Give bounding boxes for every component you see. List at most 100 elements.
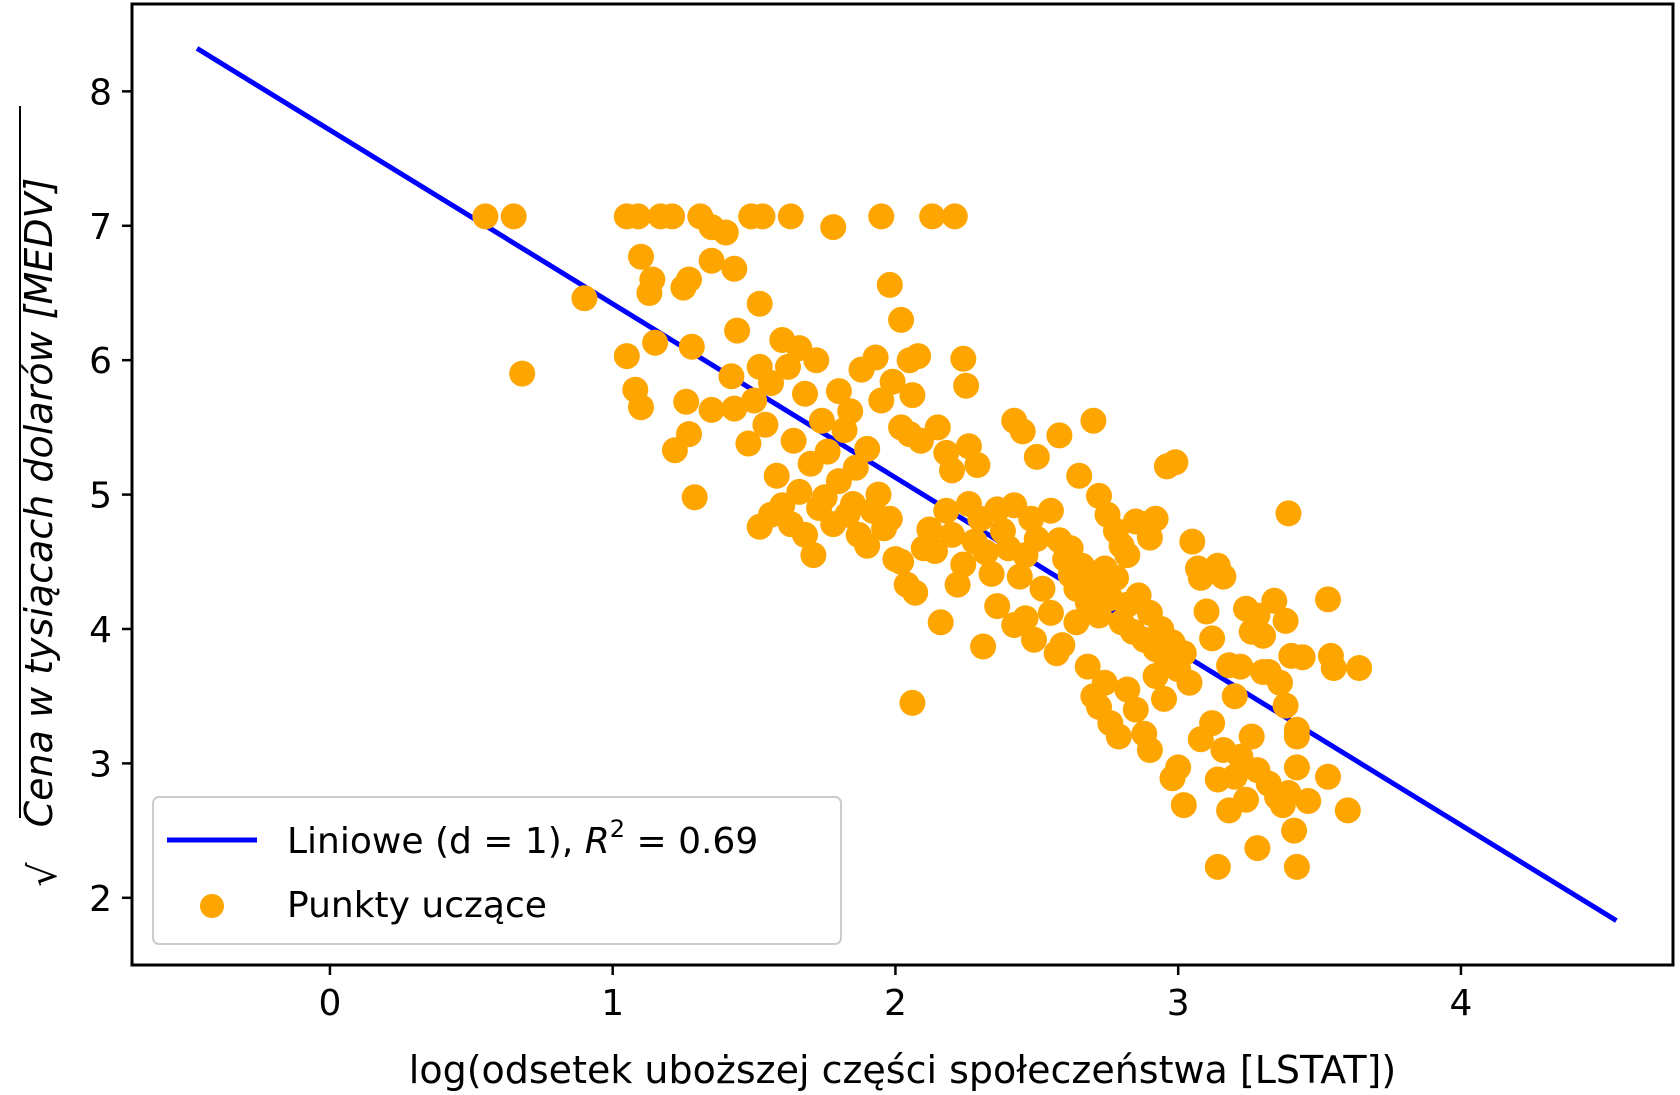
legend: Liniowe (d = 1), R2 = 0.69 Punkty uczące [152,796,842,945]
data-point [1122,696,1149,723]
data-point [628,394,654,421]
data-point [625,203,652,230]
data-point [1114,676,1141,703]
legend-r2-value: = 0.69 [625,821,758,862]
data-point [758,370,784,396]
data-point [741,387,768,414]
data-point [1238,723,1265,750]
data-point [678,333,705,360]
data-point [1272,607,1299,634]
data-point [944,571,971,598]
data-point [1283,723,1310,750]
axes-frame [130,2,1675,967]
data-point [718,363,745,390]
data-point [1176,669,1203,696]
data-point [628,243,654,270]
data-point [950,551,977,578]
data-point [673,388,700,415]
data-point [922,538,948,564]
y-tick-label: 8 [89,72,112,113]
data-point [1315,763,1341,790]
y-tick-label: 6 [89,341,112,382]
data-point [571,285,598,312]
data-point [1049,632,1076,659]
x-axis-title: log(odsetek uboższej części społeczeństw… [409,1048,1396,1092]
data-point [698,247,725,274]
data-point [721,255,748,282]
data-point [820,214,847,241]
data-point [876,271,903,298]
training-points-series [472,203,1373,880]
y-axis: 2 3 4 5 6 7 8 [89,72,132,920]
data-point [868,203,895,230]
data-point [1063,609,1090,636]
data-point [840,491,866,517]
data-point [698,396,725,423]
data-point [1250,659,1276,685]
data-point [1199,710,1226,737]
legend-r2-symbol: R [585,821,610,862]
data-point [803,347,830,374]
data-point [1244,602,1271,629]
data-point [613,343,640,370]
data-point [888,548,915,575]
data-point [972,539,999,566]
data-point [1165,754,1192,781]
data-point [814,438,841,465]
data-point [786,478,813,505]
data-point [735,430,762,457]
data-point [1162,449,1189,476]
data-point [1136,737,1163,763]
data-point [865,481,892,508]
data-point [1275,500,1302,527]
data-point [1210,563,1237,590]
y-tick-label: 5 [89,476,112,517]
data-point [1037,599,1064,626]
data-point [916,516,943,543]
data-point [939,457,965,484]
data-point [1009,418,1036,445]
data-point [1334,797,1361,824]
y-axis-title-text: Cena w tysiącach dolarów [MEDV] [17,178,61,828]
data-point [763,462,790,489]
data-point [1320,655,1347,681]
data-point [724,317,751,344]
data-point [1142,663,1169,689]
y-tick-label: 2 [89,879,112,920]
x-tick-label: 3 [1167,983,1190,1024]
data-point [1012,605,1039,632]
data-point [825,378,852,405]
legend-box [152,796,842,945]
data-point [1037,497,1064,524]
data-point [953,372,980,399]
data-point [905,343,932,370]
data-point [1023,443,1050,470]
data-point [800,542,827,569]
data-point [1261,587,1288,614]
legend-line-label: Liniowe (d = 1), R2 = 0.69 [287,815,758,862]
data-point [746,290,773,317]
data-point [1170,792,1197,819]
data-point [1142,505,1169,532]
x-tick-label: 1 [601,983,624,1024]
data-point [1281,817,1308,844]
data-point [752,411,779,438]
data-point [1046,422,1073,449]
data-point [792,521,818,548]
data-point [899,689,926,716]
x-tick-label: 2 [884,983,907,1024]
data-point [1179,528,1206,555]
y-axis-title: √ Cena w tysiącach dolarów [MEDV] [17,106,65,887]
data-point [636,280,663,306]
regression-line-series [195,46,1618,923]
data-point [1018,505,1045,532]
data-point [1346,655,1373,681]
data-point [837,398,864,425]
data-point [1105,723,1132,750]
data-point [1066,462,1093,489]
data-point [984,593,1011,620]
x-tick-label: 4 [1449,983,1472,1024]
data-point [1023,525,1050,552]
data-point [698,214,725,241]
